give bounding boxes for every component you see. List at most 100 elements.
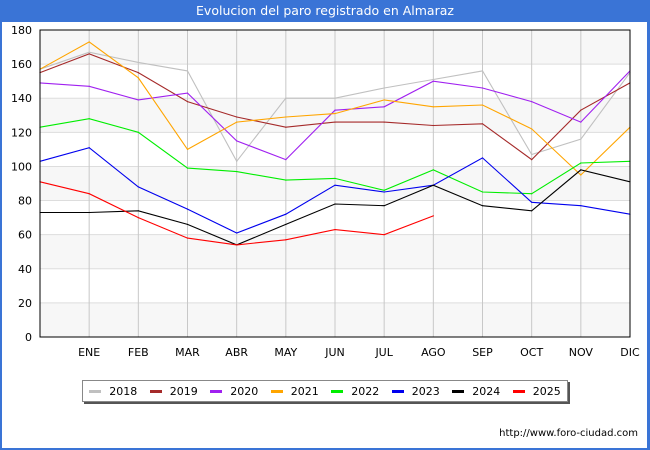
- data-point-2020: [88, 85, 90, 87]
- legend-item-2018: 2018: [89, 385, 137, 398]
- legend-label: 2019: [169, 384, 198, 398]
- data-point-2018: [383, 87, 385, 89]
- data-point-2020: [236, 140, 238, 142]
- data-point-2021: [334, 112, 336, 115]
- y-tick-label: 20: [18, 297, 32, 310]
- data-point-2018: [186, 70, 189, 72]
- legend-swatch: [512, 389, 525, 393]
- data-point-2019: [236, 116, 238, 118]
- data-point-2021: [481, 104, 484, 106]
- legend-item-2019: 2019: [149, 384, 198, 398]
- data-point-2020: [137, 99, 139, 101]
- legend: 2018 2019 2020 2021 2022 2023 2024 2025: [82, 380, 568, 402]
- legend-label: 2023: [411, 384, 440, 398]
- data-point-2022: [432, 169, 434, 171]
- y-tick-label: 180: [11, 24, 32, 37]
- data-point-2023: [137, 186, 139, 188]
- data-point-2018: [236, 160, 238, 162]
- data-point-2025: [383, 234, 385, 236]
- data-point-2023: [531, 201, 533, 203]
- legend-item-2021: 2021: [270, 385, 319, 398]
- data-point-2018: [432, 78, 434, 81]
- data-point-2021: [580, 174, 582, 176]
- data-point-2021: [383, 99, 385, 101]
- x-tick-label: FEB: [128, 346, 149, 359]
- legend-label: 2020: [230, 384, 259, 398]
- data-point-2018: [137, 61, 139, 64]
- data-point-2025: [432, 215, 434, 217]
- data-point-2020: [481, 87, 484, 89]
- x-tick-label: SEP: [472, 346, 493, 359]
- data-point-2021: [531, 128, 533, 130]
- data-point-2023: [186, 208, 189, 210]
- legend-item-2020: 2020: [210, 385, 258, 398]
- source-url: http://www.foro-ciudad.com: [499, 428, 638, 439]
- x-tick-label: ABR: [225, 346, 248, 359]
- chart-title: Evolucion del paro registrado en Almaraz: [196, 3, 454, 18]
- legend-swatch: [391, 389, 404, 393]
- data-point-2022: [236, 170, 238, 173]
- data-point-2019: [88, 53, 90, 55]
- y-tick-label: 140: [11, 92, 32, 105]
- data-point-2019: [383, 121, 385, 123]
- legend-swatch: [89, 389, 102, 393]
- data-point-2022: [334, 177, 336, 179]
- legend-swatch: [452, 389, 465, 393]
- data-point-2020: [580, 121, 582, 123]
- data-point-2018: [285, 97, 287, 99]
- axes: [39, 29, 631, 338]
- data-point-2023: [383, 191, 385, 193]
- data-point-2023: [481, 157, 484, 159]
- data-point-2021: [285, 116, 287, 118]
- series-lines: [39, 41, 631, 246]
- legend-swatch: [210, 389, 223, 393]
- data-point-2018: [88, 51, 90, 53]
- data-point-2023: [236, 232, 238, 234]
- data-point-2019: [580, 109, 582, 111]
- data-point-2019: [531, 159, 533, 161]
- x-tick-label: MAR: [175, 346, 200, 359]
- data-point-2022: [285, 179, 287, 181]
- legend-item-2022: 2022: [331, 385, 379, 398]
- data-point-2021: [88, 41, 90, 43]
- data-point-2020: [432, 80, 434, 82]
- data-point-2020: [186, 92, 189, 94]
- data-point-2019: [432, 124, 434, 127]
- data-point-2025: [137, 217, 139, 219]
- data-point-2023: [88, 147, 90, 149]
- data-point-2022: [383, 189, 385, 191]
- x-tick-label: JUN: [324, 346, 345, 359]
- data-point-2024: [531, 210, 533, 212]
- y-axis-ticks: 0 20 40 60 80 100 120 140 160 180: [11, 24, 32, 344]
- data-point-2024: [383, 205, 385, 207]
- legend-item-2024: 2024: [452, 385, 500, 398]
- data-point-2025: [88, 193, 90, 195]
- data-point-2018: [580, 138, 582, 140]
- data-point-2020: [285, 159, 287, 161]
- data-point-2019: [137, 72, 139, 74]
- x-tick-label: MAY: [274, 346, 297, 359]
- data-point-2024: [580, 169, 582, 171]
- data-point-2022: [580, 162, 582, 164]
- data-point-2019: [334, 121, 336, 123]
- data-point-2025: [236, 244, 238, 246]
- legend-label: 2022: [351, 384, 380, 398]
- data-point-2023: [334, 184, 336, 186]
- data-point-2019: [481, 123, 484, 125]
- data-point-2018: [334, 97, 336, 99]
- data-point-2020: [334, 109, 336, 111]
- legend-label: 2024: [472, 384, 501, 398]
- data-point-2022: [531, 193, 533, 195]
- data-point-2021: [236, 121, 238, 123]
- legend-swatch: [149, 389, 162, 393]
- legend-swatch: [331, 389, 344, 393]
- x-tick-label: OCT: [520, 346, 543, 359]
- data-point-2024: [481, 205, 484, 207]
- data-point-2025: [334, 228, 336, 231]
- data-point-2023: [580, 205, 582, 207]
- x-axis-ticks: ENE FEB MAR ABR MAY JUN JUL AGO SEP OCT NOV DIC: [78, 346, 640, 359]
- y-tick-label: 120: [11, 126, 32, 139]
- data-point-2018: [531, 153, 533, 156]
- y-tick-label: 100: [11, 160, 32, 173]
